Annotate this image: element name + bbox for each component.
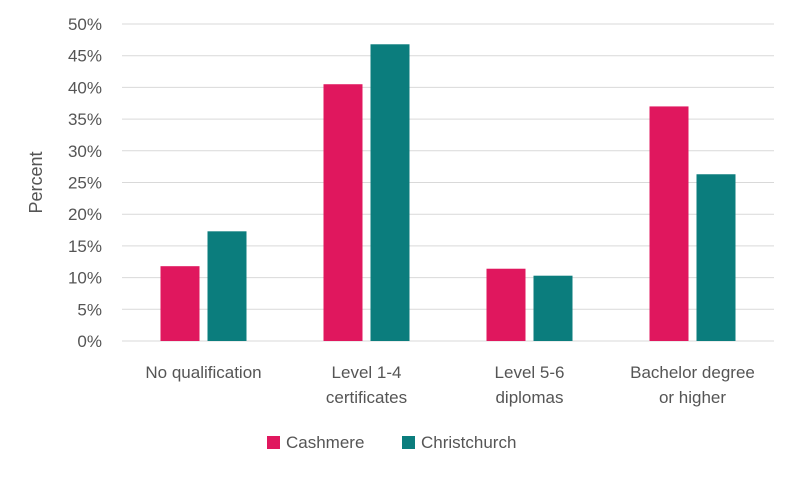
legend: Cashmere Christchurch [267, 433, 516, 452]
y-tick-label: 40% [68, 78, 102, 97]
y-tick-label: 25% [68, 174, 102, 193]
bar-cashmere-3 [649, 106, 689, 341]
y-tick-label: 10% [68, 269, 102, 288]
x-axis-categories: No qualification Level 1-4 certificates Lev… [145, 363, 755, 407]
y-axis-ticks: 0% 5% 10% 15% 20% 25% 30% 35% 40% 45% 50% [68, 15, 102, 351]
legend-label-cashmere: Cashmere [286, 433, 364, 452]
y-tick-label: 5% [77, 300, 102, 319]
bar-cashmere-2 [486, 268, 526, 341]
y-tick-label: 20% [68, 205, 102, 224]
x-category-label: Bachelor degree or higher [630, 363, 755, 407]
y-tick-label: 50% [68, 15, 102, 34]
x-category-label: No qualification [145, 363, 261, 382]
bar-christchurch-0 [207, 231, 247, 341]
legend-swatch-cashmere [267, 436, 280, 449]
bars [160, 44, 736, 342]
bar-cashmere-0 [160, 266, 200, 341]
legend-label-christchurch: Christchurch [421, 433, 516, 452]
y-tick-label: 35% [68, 110, 102, 129]
bar-christchurch-2 [533, 275, 573, 341]
legend-swatch-christchurch [402, 436, 415, 449]
y-tick-label: 45% [68, 47, 102, 66]
x-category-label: Level 5-6 diplomas [495, 363, 565, 407]
y-axis-title: Percent [26, 151, 46, 213]
x-category-label: Level 1-4 certificates [326, 363, 407, 407]
bar-cashmere-1 [323, 84, 363, 341]
bar-christchurch-3 [696, 174, 736, 341]
y-tick-label: 30% [68, 142, 102, 161]
y-tick-label: 15% [68, 237, 102, 256]
bar-christchurch-1 [370, 44, 410, 342]
y-tick-label: 0% [77, 332, 102, 351]
